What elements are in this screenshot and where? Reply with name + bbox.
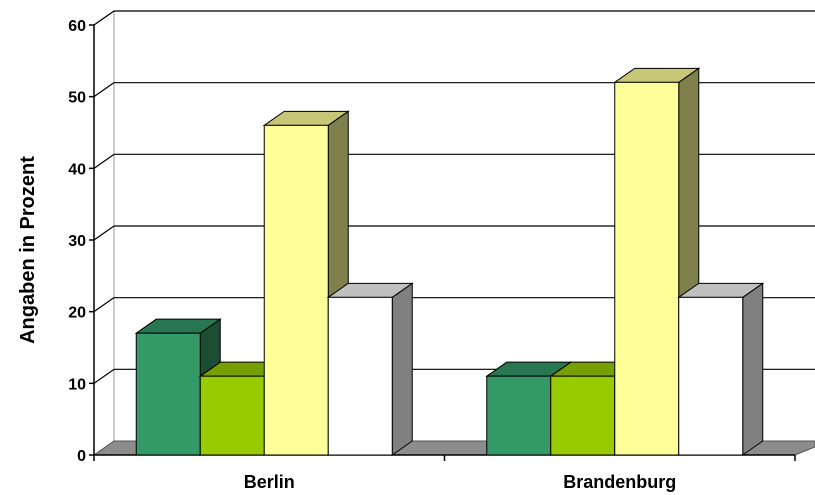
bar: [326, 282, 414, 456]
y-axis-title: Angaben in Prozent: [17, 156, 39, 344]
bar-front: [550, 375, 616, 456]
bar-front: [199, 375, 265, 456]
bar-front: [263, 124, 329, 456]
y-tick-label: 60: [68, 18, 86, 35]
x-tick-label: Brandenburg: [563, 472, 676, 492]
axis-labels: 0 10 20 30 40 50 60 Berlin Brandenburg: [68, 18, 676, 492]
gridline-side: [93, 297, 115, 313]
bar: [677, 282, 765, 456]
bar-front: [327, 296, 393, 456]
bar: [613, 67, 701, 456]
bar-front: [614, 81, 680, 456]
y-tick-label: 10: [68, 376, 86, 393]
gridline-side: [93, 10, 115, 26]
gridline-side: [93, 153, 115, 169]
y-tick-label: 50: [68, 90, 86, 107]
gridline-side: [93, 225, 115, 241]
gridline-side: [93, 82, 115, 98]
bar-side: [391, 282, 413, 456]
bar-front: [135, 332, 201, 456]
bars: [134, 67, 765, 456]
y-tick-label: 30: [68, 233, 86, 250]
x-tick-label: Berlin: [244, 472, 295, 492]
y-tick-label: 20: [68, 305, 86, 322]
bar-side: [742, 282, 764, 456]
bar-front: [678, 296, 744, 456]
y-tick-label: 40: [68, 161, 86, 178]
gridline-side: [93, 368, 115, 384]
y-tick-label: 0: [77, 448, 86, 465]
bar-front: [486, 375, 552, 456]
